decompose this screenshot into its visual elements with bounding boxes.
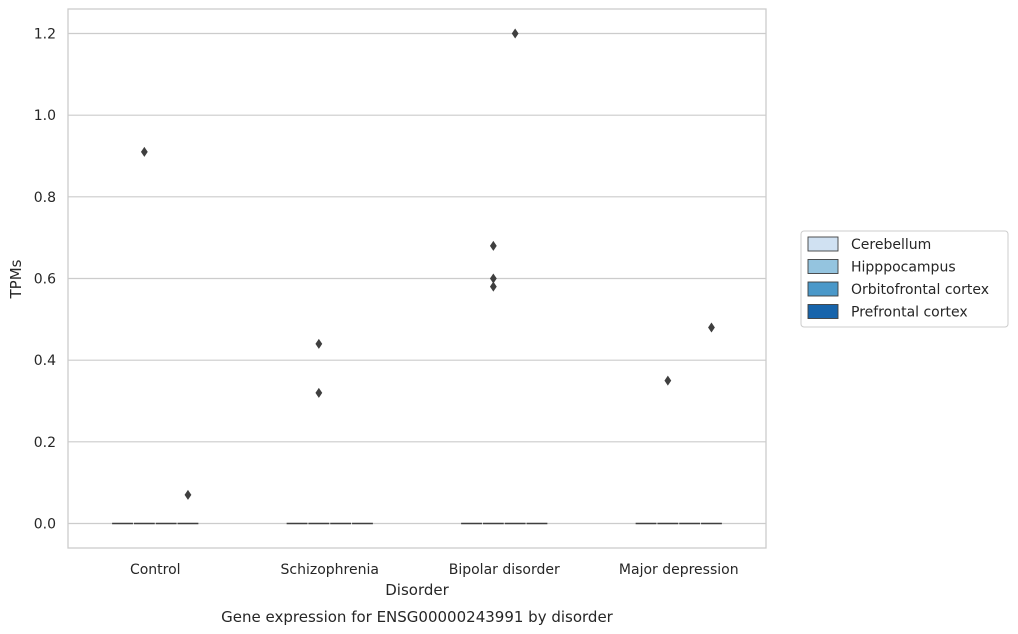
outlier-point: [489, 281, 497, 292]
legend-swatch: [807, 281, 839, 297]
plot-frame: [67, 8, 767, 549]
y-axis-title: TPMs: [7, 259, 25, 299]
legend-swatch: [807, 259, 839, 274]
outlier-point: [708, 322, 715, 333]
x-tick-label: Control: [130, 562, 181, 578]
outlier-point: [315, 338, 323, 349]
outlier-point: [489, 273, 497, 284]
outlier-points: [140, 28, 715, 500]
x-tick-label: Schizophrenia: [281, 562, 379, 578]
legend-frame: [800, 230, 1009, 328]
y-tick-label: 1.2: [34, 27, 56, 43]
outlier-point: [140, 146, 148, 157]
outlier-point: [664, 375, 672, 386]
gridlines: [68, 32, 766, 525]
outlier-point: [315, 387, 323, 398]
legend-label: Hipppocampus: [851, 260, 956, 276]
x-axis-title: Disorder: [385, 581, 449, 599]
x-tick-label: Major depression: [619, 562, 739, 578]
legend-swatch: [807, 304, 839, 319]
legend-swatch: [807, 236, 839, 252]
legend-label: Prefrontal cortex: [851, 305, 968, 321]
y-tick-label: 0.8: [34, 190, 56, 206]
x-tick-labels: Control Schizophrenia Bipolar disorder Majo…: [130, 562, 739, 578]
legend-label: Orbitofrontal cortex: [851, 282, 989, 298]
outlier-point: [511, 28, 519, 39]
y-tick-label: 0.6: [34, 272, 56, 288]
outlier-point: [184, 489, 192, 500]
legend-label: Cerebellum: [851, 237, 931, 253]
chart-caption: Gene expression for ENSG00000243991 by d…: [221, 608, 614, 626]
y-tick-labels: 0.0 0.2 0.4 0.6 0.8 1.0 1.2: [34, 27, 56, 533]
y-tick-label: 1.0: [34, 108, 56, 124]
outlier-point: [489, 240, 497, 251]
x-tick-label: Bipolar disorder: [449, 562, 560, 578]
y-tick-label: 0.2: [34, 435, 56, 451]
y-tick-label: 0.0: [34, 517, 56, 533]
legend: Cerebellum Hipppocampus Orbitofrontal cort…: [800, 230, 1009, 328]
y-tick-label: 0.4: [34, 353, 56, 369]
